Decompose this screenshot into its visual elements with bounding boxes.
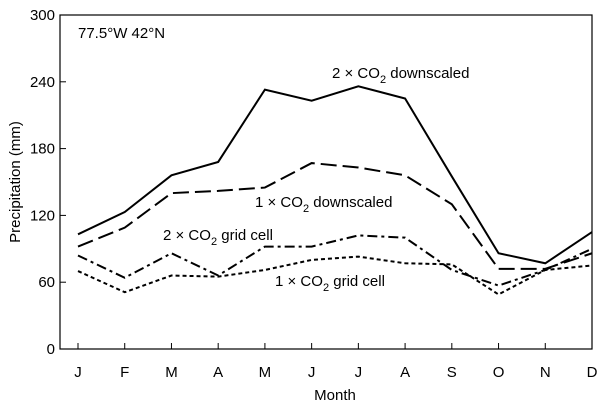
plot-frame <box>59 14 593 350</box>
annotation-location: 77.5°W 42°N <box>78 25 165 42</box>
series-label-1: 2 × CO2 downscaled <box>332 65 469 86</box>
series-line-3 <box>77 234 593 287</box>
y-tick-label: 300 <box>30 7 55 24</box>
x-tick-label: J <box>308 364 316 381</box>
x-tick-label: A <box>400 364 410 381</box>
y-tick-label: 120 <box>30 207 55 224</box>
series-label-2: 1 × CO2 downscaled <box>255 194 392 215</box>
series-line-1 <box>77 85 593 265</box>
y-tick-label: 240 <box>30 74 55 91</box>
x-axis-label: Month <box>314 387 356 404</box>
x-tick-label: J <box>355 364 363 381</box>
x-tick-label: M <box>259 364 272 381</box>
series-line-4 <box>77 255 593 296</box>
y-tick-label: 0 <box>47 341 55 358</box>
x-tick-label: D <box>587 364 598 381</box>
series-label-4: 1 × CO2 grid cell <box>275 273 385 294</box>
x-tick-label: S <box>447 364 457 381</box>
x-tick-label: A <box>213 364 223 381</box>
x-tick-label: O <box>493 364 505 381</box>
x-tick-label: F <box>120 364 129 381</box>
y-tick-label: 60 <box>38 274 55 291</box>
x-tick-label: N <box>540 364 551 381</box>
x-tick-label: J <box>74 364 82 381</box>
series-line-2 <box>77 162 593 270</box>
y-axis-label: Precipitation (mm) <box>7 121 24 243</box>
y-tick-label: 180 <box>30 141 55 158</box>
x-tick-label: M <box>165 364 178 381</box>
series-label-3: 2 × CO2 grid cell <box>163 227 273 248</box>
